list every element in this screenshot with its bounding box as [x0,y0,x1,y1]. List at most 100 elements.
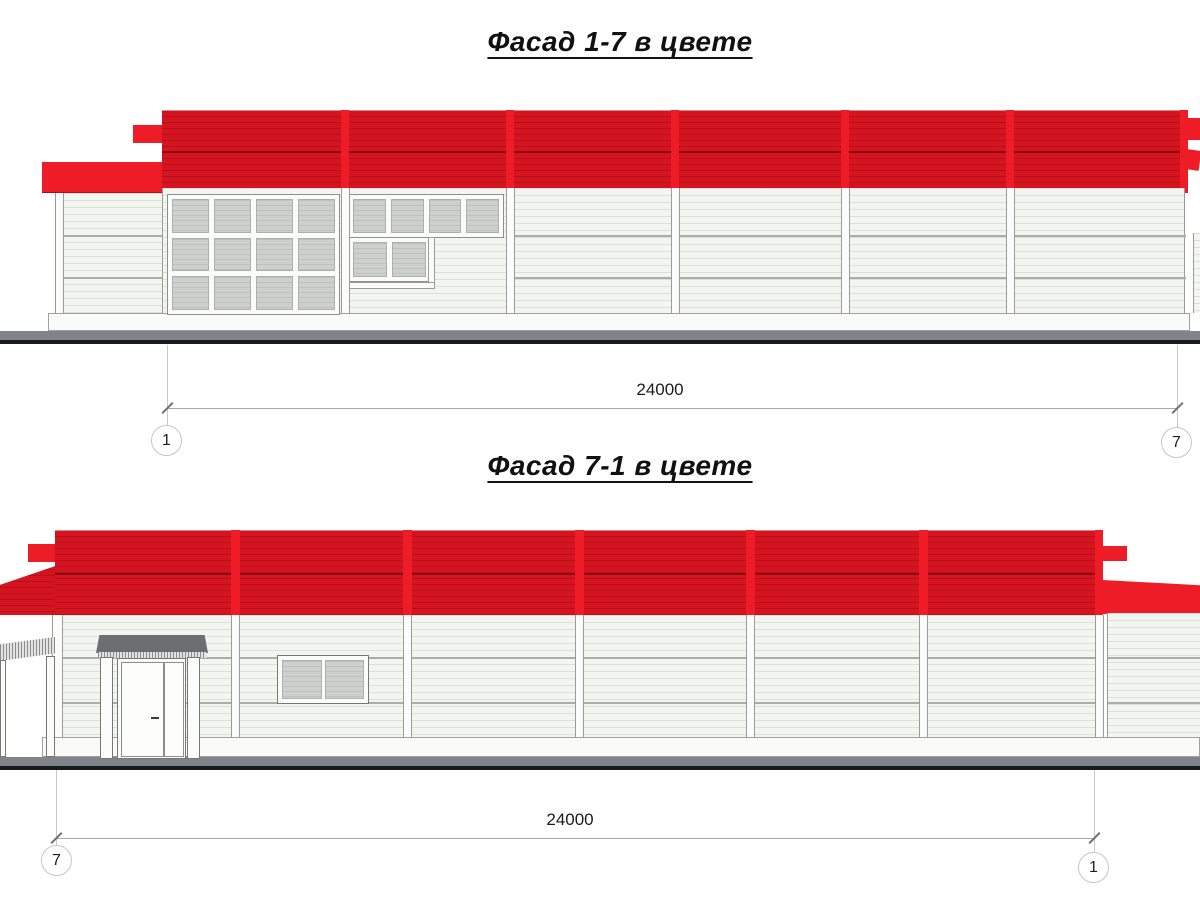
window-block [167,194,340,315]
roof-band-pilaster [919,530,928,615]
dimension-label: 24000 [636,380,684,399]
axis-marker: 1 [1078,852,1109,883]
window-pane [428,199,462,233]
window-frame-step [345,282,435,289]
roof-band-pilaster [231,530,240,615]
window-pane [256,237,293,272]
entrance-post [187,657,200,759]
wall-pilaster [746,615,755,737]
roof-band-pilaster [746,530,755,615]
facade-7-1-title: Фасад 7-1 в цвете [487,450,753,481]
roof-band-corner-pilaster [1180,110,1188,193]
plinth [42,737,1200,757]
roof-band-joint-line [55,573,1103,575]
entrance-canopy-fascia [98,652,206,658]
window-pane [298,237,335,272]
dimension-line [56,838,1094,839]
window-frame-step [428,237,435,288]
axis-marker: 1 [151,425,182,456]
window-pane [172,237,209,272]
ground-strip [0,331,1200,340]
roof-band [55,530,1103,615]
wall-pilaster [919,615,928,737]
wall-joint-line [55,702,1103,704]
wall-pilaster [1095,615,1104,737]
window-block [348,237,431,282]
dimension-extension-line [1177,345,1178,429]
axis-marker: 7 [41,845,72,876]
roof-eave-tab [1188,118,1200,140]
wall-joint-line [1108,657,1200,659]
roof-band-pilaster [506,110,514,188]
ground-line [0,766,1200,770]
window-pane [172,199,209,233]
wall-pilaster [1006,188,1015,313]
window-pane [172,276,209,310]
roof-band [162,110,1185,188]
window-pane [298,276,335,310]
window-pane [214,237,251,272]
annex-roof-band [42,162,162,193]
door-leaf [164,662,184,757]
wall-pilaster [841,188,850,313]
roof-band-pilaster [1006,110,1014,188]
window-pane [353,242,387,277]
wall-pilaster [506,188,515,313]
dimension-extension-line [56,770,57,848]
wall-sliver [1193,233,1200,313]
wall-joint-line [56,235,162,237]
ground-line [0,340,1200,344]
wall-pilaster [671,188,680,313]
wall-joint-line [1108,702,1200,704]
window-pane [390,199,424,233]
roof-band-pilaster [403,530,412,615]
dimension-line [167,408,1177,409]
facade-wall [55,615,1103,737]
window-pane [324,660,364,699]
roof-eave-tab [133,125,162,143]
roof-band-pilaster [341,110,349,188]
roof-band-pilaster [671,110,679,188]
wall-pilaster [575,615,584,737]
wall-pilaster [341,188,350,313]
dimension-extension-line [1094,770,1095,854]
lean-to-post [0,660,6,757]
annex-wall [55,193,162,313]
roof-eave-tab [1103,546,1127,561]
window-pane [256,199,293,233]
annex-wall [1107,613,1200,755]
window-pane [214,199,251,233]
window-pane [298,199,335,233]
entrance-post [100,657,113,759]
facade-1-7-drawing: Фасад 1-7 в цвете [0,26,1200,458]
roof-band-pilaster [575,530,584,615]
window-pane [256,276,293,310]
plinth [48,313,1190,331]
roof-eave-wedge [0,566,55,615]
dimension-tick [50,831,63,845]
facade-1-7-title: Фасад 1-7 в цвете [487,26,753,57]
entrance-canopy [96,635,208,653]
wall-pilaster [231,615,240,737]
lean-to-post [46,656,55,757]
wall-joint-line [55,657,1103,659]
door-leaf [121,662,164,757]
roof-eave-wedge [1184,149,1200,171]
window-pane [392,242,426,277]
window-block [277,655,369,704]
roof-band-corner-pilaster [1095,530,1103,615]
window-pane [214,276,251,310]
window-block [348,194,504,238]
wall-pilaster [403,615,412,737]
window-pane [353,199,386,233]
annex-roof-band [1103,580,1200,614]
roof-eave-tab [28,544,55,562]
wall-pilaster [55,193,64,313]
window-pane [282,660,322,699]
ground-strip [0,757,1200,766]
wall-joint-line [56,277,162,279]
dimension-label: 24000 [546,810,594,829]
window-pane [466,199,499,233]
dimension-tick [1088,831,1101,845]
